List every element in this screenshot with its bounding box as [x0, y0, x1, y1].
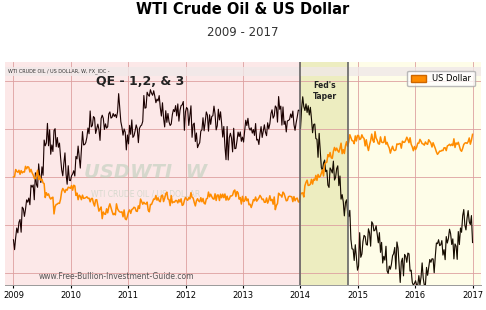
- Bar: [348, 62, 481, 285]
- Text: WTI CRUDE OIL / US DOLLAR: WTI CRUDE OIL / US DOLLAR: [91, 189, 200, 198]
- Text: WTI Crude Oil & US Dollar: WTI Crude Oil & US Dollar: [137, 2, 349, 16]
- Bar: [5, 67, 481, 76]
- Text: Fed's
Taper: Fed's Taper: [312, 81, 336, 101]
- Text: USDWTI  W: USDWTI W: [84, 163, 207, 182]
- Text: 2009 - 2017: 2009 - 2017: [207, 26, 279, 39]
- Legend: US Dollar: US Dollar: [407, 71, 475, 86]
- Bar: [300, 62, 348, 285]
- Text: WTI CRUDE OIL / US DOLLAR, W, FX_IDC -: WTI CRUDE OIL / US DOLLAR, W, FX_IDC -: [8, 69, 109, 74]
- Text: www.Free-Bullion-Investment-Guide.com: www.Free-Bullion-Investment-Guide.com: [39, 272, 194, 281]
- Text: QE - 1,2, & 3: QE - 1,2, & 3: [96, 75, 184, 88]
